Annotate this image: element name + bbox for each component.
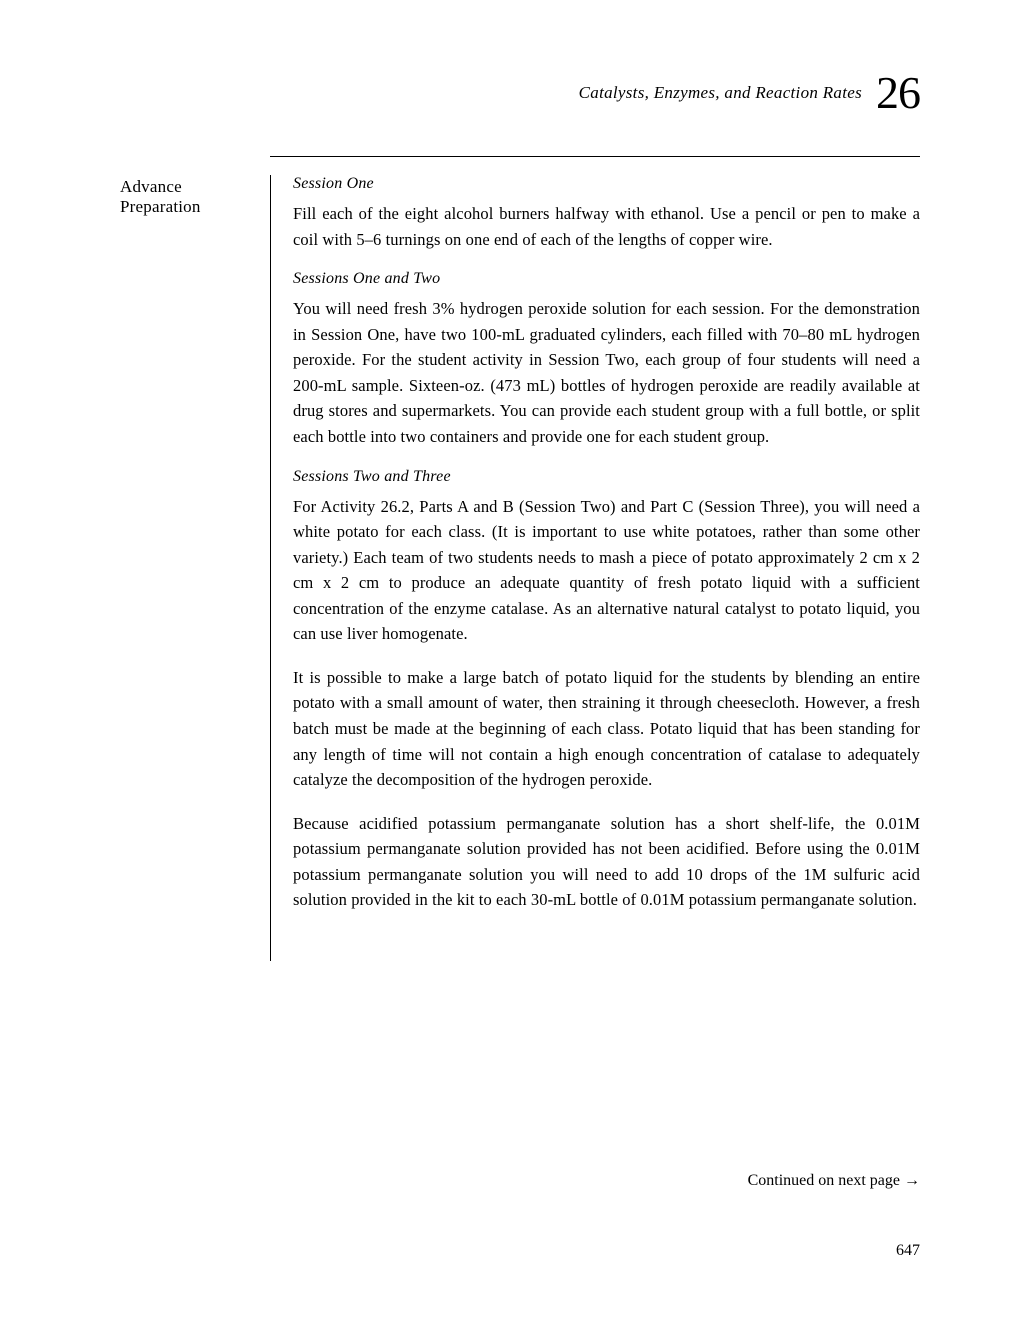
section-sessions-two-and-three: Sessions Two and Three For Activity 26.2…	[293, 468, 920, 913]
running-header: Catalysts, Enzymes, and Reaction Rates 2…	[120, 70, 920, 116]
section-sessions-one-and-two: Sessions One and Two You will need fresh…	[293, 270, 920, 449]
body-paragraph: It is possible to make a large batch of …	[293, 665, 920, 793]
body-paragraph: For Activity 26.2, Parts A and B (Sessio…	[293, 494, 920, 647]
section-heading: Session One	[293, 175, 920, 193]
section-heading: Sessions One and Two	[293, 270, 920, 288]
main-column: Session One Fill each of the eight alcoh…	[270, 175, 920, 961]
content-row: Advance Preparation Session One Fill eac…	[120, 175, 920, 961]
header-rule	[270, 156, 920, 157]
page: Catalysts, Enzymes, and Reaction Rates 2…	[0, 0, 1020, 1320]
page-number: 647	[896, 1242, 920, 1260]
section-heading: Sessions Two and Three	[293, 468, 920, 486]
margin-label: Advance Preparation	[120, 175, 270, 961]
body-paragraph: Fill each of the eight alcohol burners h…	[293, 201, 920, 252]
continued-note: Continued on next page →	[748, 1172, 920, 1190]
running-title: Catalysts, Enzymes, and Reaction Rates	[579, 83, 862, 103]
body-paragraph: You will need fresh 3% hydrogen peroxide…	[293, 296, 920, 449]
section-session-one: Session One Fill each of the eight alcoh…	[293, 175, 920, 252]
body-paragraph: Because acidified potassium permanganate…	[293, 811, 920, 913]
chapter-number: 26	[876, 70, 920, 116]
